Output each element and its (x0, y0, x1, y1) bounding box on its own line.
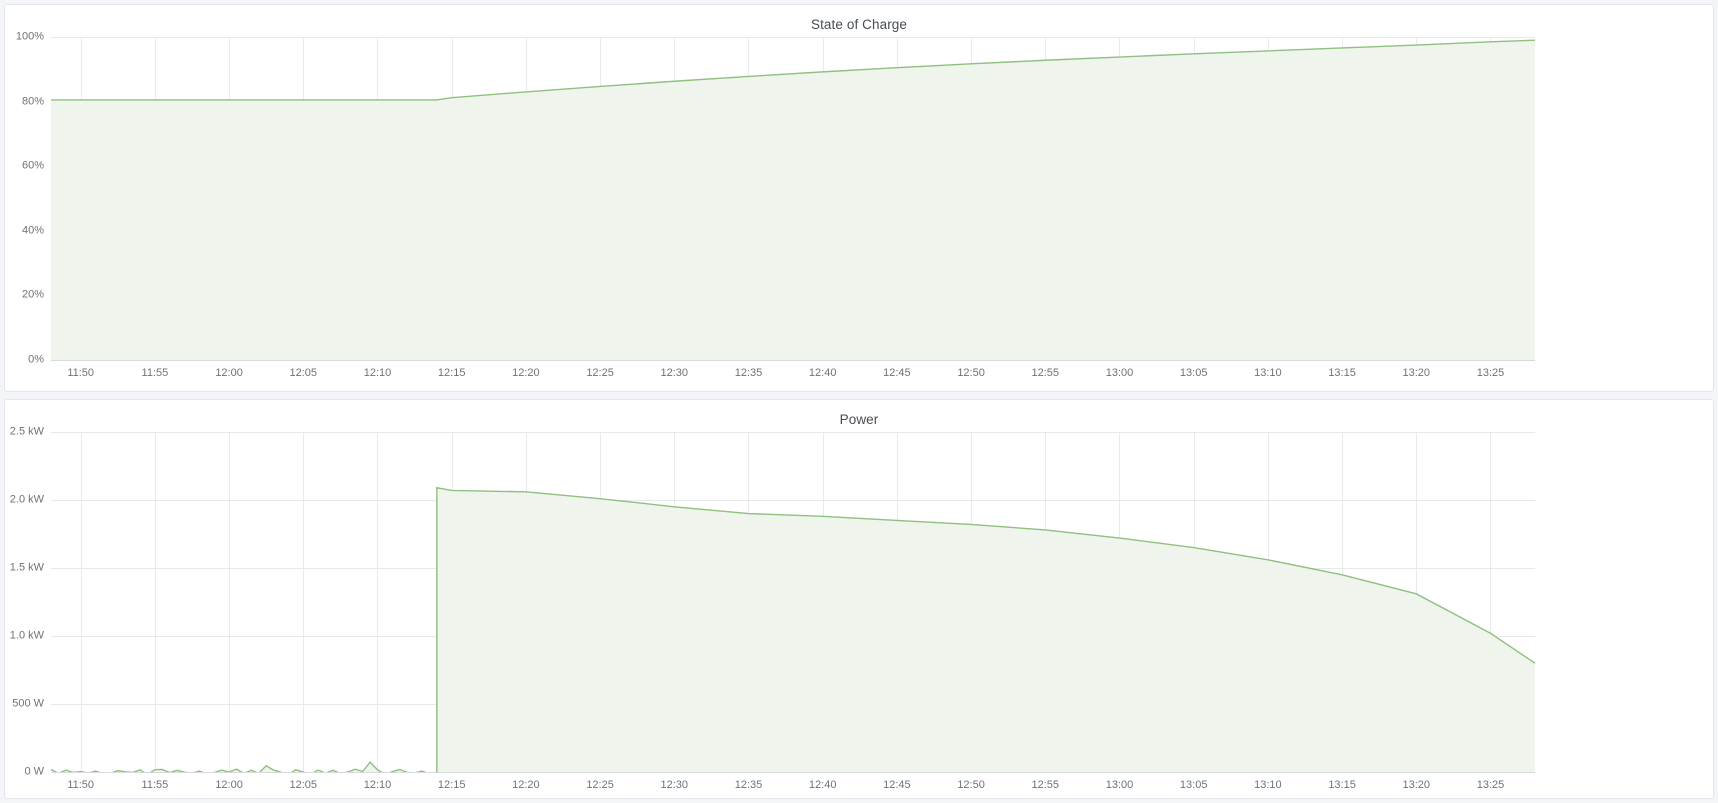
y-tick-label: 80% (21, 95, 44, 108)
y-tick-label: 0% (28, 353, 44, 366)
x-tick-label: 13:15 (1328, 779, 1356, 791)
x-tick-label: 12:25 (586, 367, 614, 379)
x-tick-label: 12:15 (437, 779, 466, 791)
y-axis-state-of-charge: 0% 20% 40% 60% 80% 100% (5, 31, 51, 391)
x-tick-label: 13:20 (1402, 779, 1431, 791)
x-tick-label: 11:55 (141, 779, 169, 791)
plot-area-state-of-charge[interactable]: 0% 20% 40% 60% 80% 100% 11:50 11:55 12:00 12:05 1… (5, 31, 1713, 391)
chart-canvas-state-of-charge[interactable] (51, 37, 1536, 361)
x-tick-label: 12:35 (734, 367, 763, 379)
x-tick-label: 12:50 (957, 779, 985, 791)
x-tick-label: 12:55 (1031, 367, 1060, 379)
y-tick-label: 500 W (12, 697, 44, 710)
x-tick-label: 12:30 (660, 367, 689, 379)
x-tick-label: 12:50 (957, 367, 985, 379)
y-axis-power: 0 W 500 W 1.0 kW 1.5 kW 2.0 kW 2.5 kW (5, 426, 51, 798)
x-tick-label: 13:05 (1179, 779, 1208, 791)
x-tick-label: 12:45 (883, 779, 911, 791)
panel-state-of-charge[interactable]: State of Charge 0% 20% 40% 60% 80% 100% 11:50… (4, 4, 1714, 392)
chart-svg-state-of-charge[interactable] (51, 37, 1536, 361)
x-tick-label: 12:20 (512, 367, 540, 379)
y-tick-label: 2.0 kW (9, 493, 44, 506)
x-axis-power: 11:50 11:55 12:00 12:05 12:10 12:15 12:20 12:25… (5, 780, 1713, 798)
x-tick-label: 12:15 (437, 367, 466, 379)
panel-power[interactable]: Power 0 W 500 W 1.0 kW 1.5 kW 2.0 kW 2.5 kW 1… (4, 399, 1714, 799)
x-axis-state-of-charge: 11:50 11:55 12:00 12:05 12:10 12:15 12:20 12:25… (5, 368, 1713, 386)
x-tick-label: 13:05 (1179, 367, 1208, 379)
y-tick-label: 60% (21, 159, 44, 172)
x-tick-label: 12:05 (289, 367, 318, 379)
x-tick-label: 12:40 (808, 779, 837, 791)
y-tick-label: 2.5 kW (9, 425, 44, 438)
x-tick-label: 12:35 (734, 779, 763, 791)
x-tick-label: 13:00 (1105, 367, 1134, 379)
x-tick-label: 11:50 (67, 779, 95, 791)
y-tick-label: 1.5 kW (9, 561, 44, 574)
series-area-power (51, 487, 1535, 775)
series-area-state-of-charge (51, 40, 1535, 360)
x-tick-label: 13:25 (1476, 779, 1505, 791)
x-tick-label: 12:00 (215, 367, 243, 379)
x-tick-label: 13:25 (1476, 367, 1505, 379)
x-tick-label: 13:15 (1328, 367, 1356, 379)
y-tick-label: 0 W (24, 765, 44, 778)
chart-canvas-power[interactable] (50, 432, 1536, 776)
chart-svg-power[interactable] (50, 432, 1536, 776)
x-tick-label: 12:10 (363, 367, 392, 379)
x-tick-label: 13:10 (1254, 779, 1282, 791)
x-tick-label: 12:20 (512, 779, 540, 791)
x-tick-label: 12:25 (586, 779, 614, 791)
x-tick-label: 11:50 (67, 367, 95, 379)
y-tick-label: 20% (21, 288, 44, 301)
panel-title-state-of-charge: State of Charge (810, 17, 908, 32)
y-tick-label: 100% (15, 30, 44, 43)
panel-title-power: Power (839, 412, 879, 427)
y-tick-label: 40% (21, 224, 44, 237)
x-tick-label: 11:55 (141, 367, 169, 379)
x-tick-label: 12:55 (1031, 779, 1060, 791)
y-tick-label: 1.0 kW (9, 629, 44, 642)
x-tick-label: 12:00 (215, 779, 243, 791)
x-tick-label: 13:00 (1105, 779, 1134, 791)
x-tick-label: 12:45 (883, 367, 911, 379)
x-tick-label: 12:05 (289, 779, 318, 791)
x-tick-label: 12:10 (363, 779, 392, 791)
x-tick-label: 12:30 (660, 779, 689, 791)
plot-area-power[interactable]: 0 W 500 W 1.0 kW 1.5 kW 2.0 kW 2.5 kW 11:50 11… (5, 426, 1713, 798)
series-line-state-of-charge (51, 39, 1536, 101)
x-tick-label: 13:10 (1254, 367, 1282, 379)
x-tick-label: 13:20 (1402, 367, 1431, 379)
x-tick-label: 12:40 (808, 367, 837, 379)
